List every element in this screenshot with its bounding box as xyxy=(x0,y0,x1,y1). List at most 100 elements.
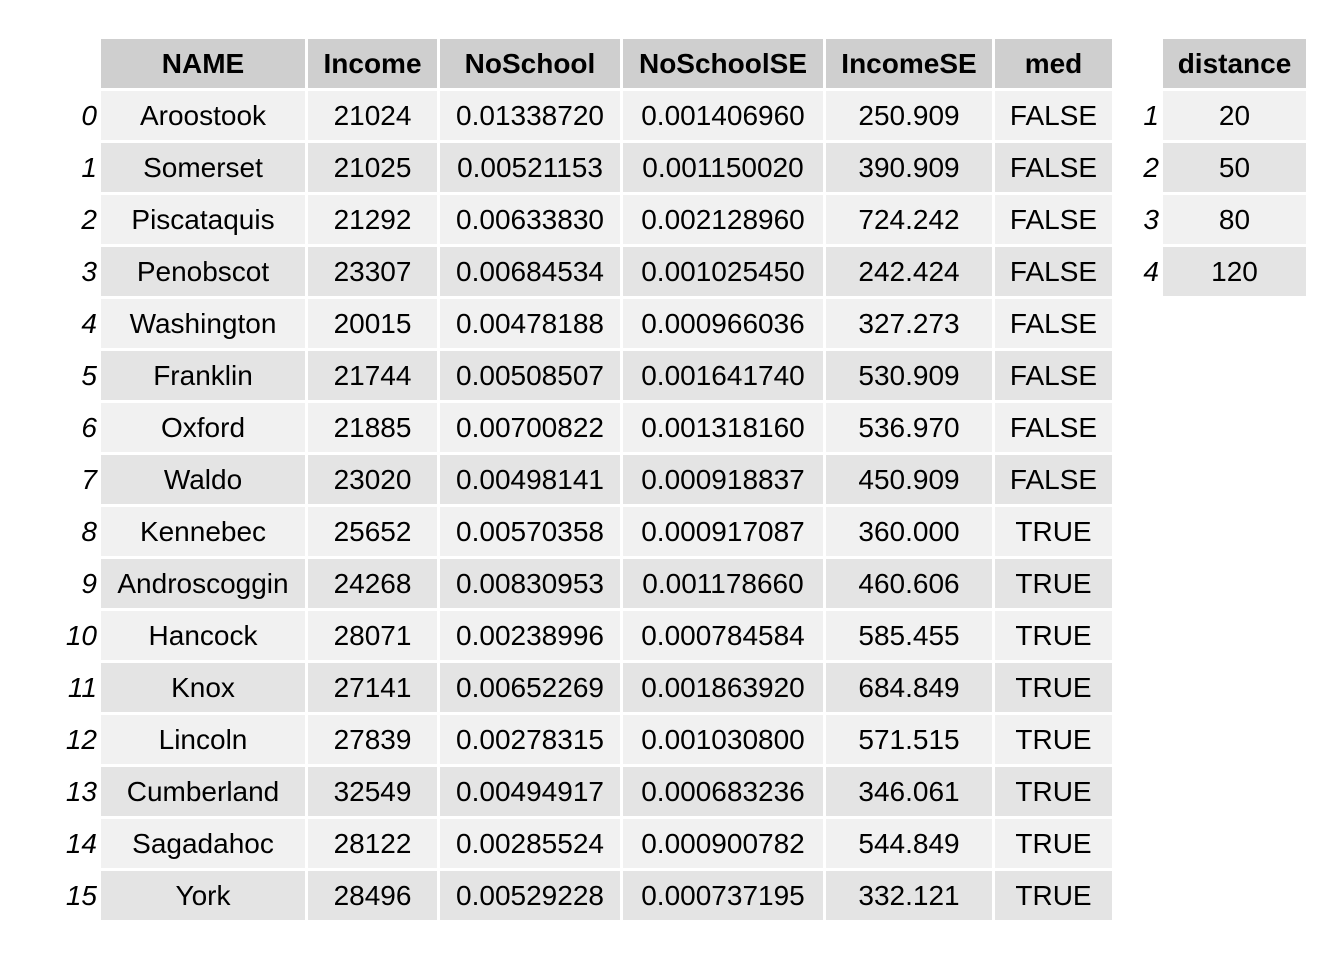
cell-income: 23020 xyxy=(308,455,437,504)
cell-noschoolse: 0.001150020 xyxy=(623,143,823,192)
table-row: 9 Androscoggin 24268 0.00830953 0.001178660 4… xyxy=(53,559,1112,608)
cell-noschool: 0.00684534 xyxy=(440,247,620,296)
cell-noschool: 0.00508507 xyxy=(440,351,620,400)
cell-income: 32549 xyxy=(308,767,437,816)
row-index: 4 xyxy=(1143,255,1159,287)
county-table-container: NAME Income NoSchool NoSchoolSE IncomeSE… xyxy=(50,36,1115,923)
cell-income: 28122 xyxy=(308,819,437,868)
index-header xyxy=(53,39,98,88)
cell-name: Knox xyxy=(101,663,305,712)
table-row: 4 Washington 20015 0.00478188 0.000966036 327… xyxy=(53,299,1112,348)
row-index: 15 xyxy=(65,879,97,911)
cell-incomese: 242.424 xyxy=(826,247,992,296)
cell-noschool: 0.00529228 xyxy=(440,871,620,920)
cell-noschool: 0.00830953 xyxy=(440,559,620,608)
cell-noschoolse: 0.001406960 xyxy=(623,91,823,140)
cell-med: FALSE xyxy=(995,143,1112,192)
cell-med: FALSE xyxy=(995,455,1112,504)
cell-med: TRUE xyxy=(995,819,1112,868)
distance-table-container: distance 1 20 2 50 3 80 4 120 xyxy=(1124,36,1309,299)
cell-name: Aroostook xyxy=(101,91,305,140)
table-row: 4 120 xyxy=(1127,247,1306,296)
cell-name: Penobscot xyxy=(101,247,305,296)
cell-name: Franklin xyxy=(101,351,305,400)
cell-med: TRUE xyxy=(995,767,1112,816)
cell-income: 21292 xyxy=(308,195,437,244)
cell-med: TRUE xyxy=(995,559,1112,608)
cell-noschool: 0.00478188 xyxy=(440,299,620,348)
cell-noschoolse: 0.000737195 xyxy=(623,871,823,920)
cell-med: FALSE xyxy=(995,247,1112,296)
table-row: 3 Penobscot 23307 0.00684534 0.001025450 242.… xyxy=(53,247,1112,296)
cell-noschool: 0.00521153 xyxy=(440,143,620,192)
cell-med: TRUE xyxy=(995,715,1112,764)
cell-incomese: 530.909 xyxy=(826,351,992,400)
cell-income: 21744 xyxy=(308,351,437,400)
table-row: 10 Hancock 28071 0.00238996 0.000784584 585.4… xyxy=(53,611,1112,660)
row-index: 11 xyxy=(67,671,97,703)
cell-name: Washington xyxy=(101,299,305,348)
index-header xyxy=(1127,39,1160,88)
row-index: 1 xyxy=(81,151,97,183)
column-header-noschool: NoSchool xyxy=(440,39,620,88)
row-index: 2 xyxy=(1143,151,1159,183)
cell-noschool: 0.01338720 xyxy=(440,91,620,140)
cell-income: 21024 xyxy=(308,91,437,140)
table-row: 8 Kennebec 25652 0.00570358 0.000917087 360.0… xyxy=(53,507,1112,556)
cell-incomese: 536.970 xyxy=(826,403,992,452)
table-row: 5 Franklin 21744 0.00508507 0.001641740 530.9… xyxy=(53,351,1112,400)
cell-name: Sagadahoc xyxy=(101,819,305,868)
cell-noschoolse: 0.001863920 xyxy=(623,663,823,712)
table-header-row: distance xyxy=(1127,39,1306,88)
cell-noschool: 0.00285524 xyxy=(440,819,620,868)
cell-incomese: 724.242 xyxy=(826,195,992,244)
column-header-incomese: IncomeSE xyxy=(826,39,992,88)
cell-incomese: 571.515 xyxy=(826,715,992,764)
cell-noschoolse: 0.001641740 xyxy=(623,351,823,400)
column-header-med: med xyxy=(995,39,1112,88)
cell-noschool: 0.00238996 xyxy=(440,611,620,660)
table-row: 12 Lincoln 27839 0.00278315 0.001030800 571.5… xyxy=(53,715,1112,764)
cell-noschool: 0.00498141 xyxy=(440,455,620,504)
row-index: 14 xyxy=(65,827,97,859)
cell-incomese: 684.849 xyxy=(826,663,992,712)
cell-distance: 120 xyxy=(1163,247,1306,296)
cell-noschoolse: 0.001030800 xyxy=(623,715,823,764)
cell-incomese: 460.606 xyxy=(826,559,992,608)
cell-med: TRUE xyxy=(995,871,1112,920)
cell-income: 27839 xyxy=(308,715,437,764)
table-row: 3 80 xyxy=(1127,195,1306,244)
cell-incomese: 327.273 xyxy=(826,299,992,348)
table-row: 14 Sagadahoc 28122 0.00285524 0.000900782 544… xyxy=(53,819,1112,868)
cell-name: Androscoggin xyxy=(101,559,305,608)
table-row: 11 Knox 27141 0.00652269 0.001863920 684.849 T… xyxy=(53,663,1112,712)
cell-med: FALSE xyxy=(995,351,1112,400)
cell-med: TRUE xyxy=(995,507,1112,556)
cell-distance: 80 xyxy=(1163,195,1306,244)
cell-name: Somerset xyxy=(101,143,305,192)
row-index: 6 xyxy=(81,411,97,443)
column-header-distance: distance xyxy=(1163,39,1306,88)
cell-incomese: 332.121 xyxy=(826,871,992,920)
cell-incomese: 544.849 xyxy=(826,819,992,868)
table-row: 7 Waldo 23020 0.00498141 0.000918837 450.909 F… xyxy=(53,455,1112,504)
cell-income: 28496 xyxy=(308,871,437,920)
cell-med: TRUE xyxy=(995,663,1112,712)
table-row: 0 Aroostook 21024 0.01338720 0.001406960 250.… xyxy=(53,91,1112,140)
cell-name: Piscataquis xyxy=(101,195,305,244)
cell-noschool: 0.00570358 xyxy=(440,507,620,556)
cell-noschoolse: 0.000683236 xyxy=(623,767,823,816)
cell-name: Kennebec xyxy=(101,507,305,556)
cell-distance: 50 xyxy=(1163,143,1306,192)
row-index: 3 xyxy=(81,255,97,287)
cell-income: 20015 xyxy=(308,299,437,348)
row-index: 5 xyxy=(81,359,97,391)
table-header-row: NAME Income NoSchool NoSchoolSE IncomeSE… xyxy=(53,39,1112,88)
column-header-name: NAME xyxy=(101,39,305,88)
cell-noschoolse: 0.000917087 xyxy=(623,507,823,556)
cell-income: 23307 xyxy=(308,247,437,296)
cell-income: 27141 xyxy=(308,663,437,712)
cell-noschoolse: 0.001318160 xyxy=(623,403,823,452)
row-index: 1 xyxy=(1143,99,1159,131)
county-table: NAME Income NoSchool NoSchoolSE IncomeSE… xyxy=(50,36,1115,923)
